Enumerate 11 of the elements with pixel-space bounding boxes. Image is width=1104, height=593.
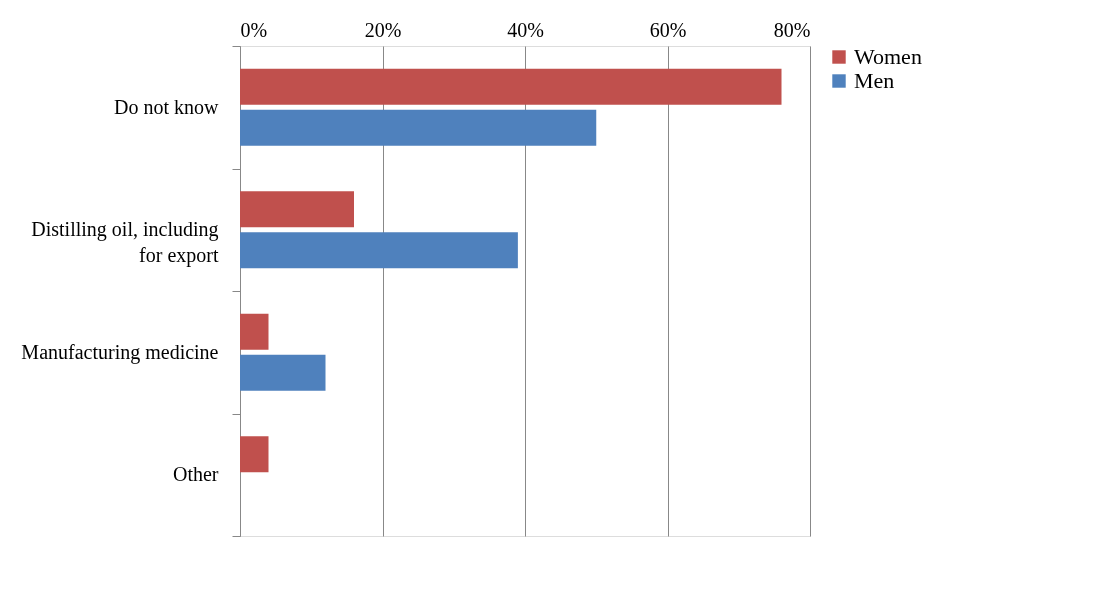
legend-label: Men — [854, 68, 895, 93]
y-tick-label: Other — [172, 463, 219, 486]
x-tick-label: 60% — [649, 18, 687, 41]
x-tick-label: 80% — [773, 18, 811, 41]
x-tick-label: 0% — [240, 18, 268, 41]
y-tick-label: Distilling oil, including for export — [31, 218, 219, 268]
legend-label: Women — [854, 44, 922, 69]
y-tick-label: Do not know — [114, 95, 220, 118]
y-tick-label: Manufacturing medicine — [21, 340, 219, 364]
x-tick-label: 40% — [507, 18, 544, 41]
x-tick-label: 20% — [364, 18, 402, 41]
